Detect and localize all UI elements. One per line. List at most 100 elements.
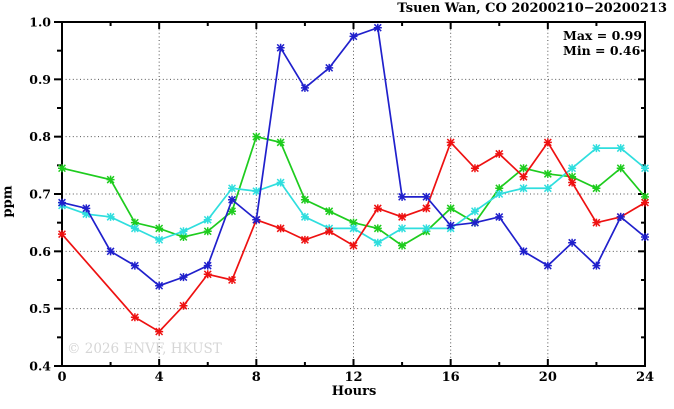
series-marker-green [130,218,139,227]
x-tick-label: 20 [539,370,557,385]
series-marker-cyan [470,207,479,216]
series-marker-red [519,172,528,181]
y-tick-label: 1.0 [29,15,51,30]
series-marker-cyan [495,190,504,198]
series-marker-green [519,164,528,173]
series-marker-cyan [373,238,382,247]
series-marker-red [58,230,66,239]
x-tick-label: 12 [344,370,362,385]
series-marker-cyan [228,184,237,193]
series-marker-green [203,227,212,236]
series-marker-cyan [592,144,601,153]
series-marker-red [495,149,504,158]
series-marker-cyan [616,144,625,153]
series-marker-red [568,178,577,187]
x-tick-label: 24 [636,370,654,385]
y-tick-label: 0.6 [29,244,51,259]
series-marker-cyan [82,210,91,219]
series-marker-green [276,138,285,147]
series-marker-blue [203,261,212,270]
series-marker-blue [398,192,407,201]
stats-annotation: Max = 0.99 Min = 0.46 [563,28,642,58]
series-marker-red [641,198,649,207]
series-marker-green [398,241,407,250]
x-axis-label: Hours [331,384,377,399]
series-marker-blue [422,192,431,201]
y-tick-label: 0.5 [29,301,51,316]
series-marker-cyan [179,227,188,236]
series-marker-blue [58,198,66,207]
series-marker-red [398,212,407,221]
series-marker-cyan [398,224,407,233]
series-marker-blue [543,261,552,270]
series-marker-red [276,224,285,233]
x-tick-label: 4 [155,370,164,385]
series-marker-cyan [130,224,139,233]
series-marker-blue [179,273,188,282]
series-marker-cyan [349,224,358,233]
series-marker-red [325,227,334,236]
series-marker-green [592,184,601,193]
series-marker-red [130,313,139,322]
series-marker-blue [252,215,261,224]
series-marker-blue [592,261,601,270]
series-marker-green [179,233,188,241]
series-marker-green [58,164,66,173]
series-marker-green [252,132,261,141]
series-marker-blue [276,43,285,52]
series-marker-blue [349,32,358,41]
series-marker-blue [373,23,382,32]
series-marker-cyan [106,212,115,221]
watermark: © 2026 ENVF, HKUST [67,341,222,357]
series-marker-blue [228,195,237,204]
series-marker-red [203,270,212,279]
series-marker-cyan [641,164,649,173]
series-marker-green [300,195,309,204]
max-value-label: Max = 0.99 [563,28,643,43]
x-tick-label: 8 [252,370,261,385]
series-marker-blue [616,212,625,221]
series-marker-red [373,204,382,213]
series-marker-green [325,207,334,216]
series-marker-green [616,164,625,173]
x-tick-label: 16 [442,370,460,385]
series-marker-cyan [203,215,212,224]
y-tick-label: 0.9 [29,72,51,87]
y-tick-label: 0.7 [29,187,51,202]
series-marker-red [422,204,431,213]
y-tick-label: 0.4 [29,359,51,374]
series-marker-green [155,224,164,233]
series-marker-cyan [568,164,577,173]
series-marker-blue [300,83,309,92]
series-marker-red [155,327,164,336]
series-marker-cyan [276,178,285,187]
series-marker-cyan [155,235,164,244]
series-marker-blue [82,204,91,213]
series-marker-blue [155,281,164,290]
series-marker-red [446,138,455,147]
x-tick-label: 0 [57,370,66,385]
series-marker-red [179,301,188,310]
series-marker-red [349,241,358,250]
series-marker-green [543,169,552,178]
series-marker-blue [495,212,504,221]
series-marker-blue [519,247,528,256]
series-marker-red [228,276,237,284]
series-marker-green [568,172,577,181]
series-marker-green [495,184,504,193]
min-value-label: Min = 0.46 [563,43,641,58]
y-tick-label: 0.8 [29,129,51,144]
series-marker-green [349,218,358,227]
series-marker-red [470,164,479,173]
series-marker-red [543,138,552,147]
series-marker-cyan [543,184,552,193]
series-marker-blue [641,233,649,241]
series-marker-red [592,218,601,227]
series-marker-green [373,224,382,233]
series-marker-red [300,235,309,244]
series-marker-cyan [300,212,309,221]
series-marker-blue [106,247,115,256]
series-marker-cyan [422,224,431,233]
